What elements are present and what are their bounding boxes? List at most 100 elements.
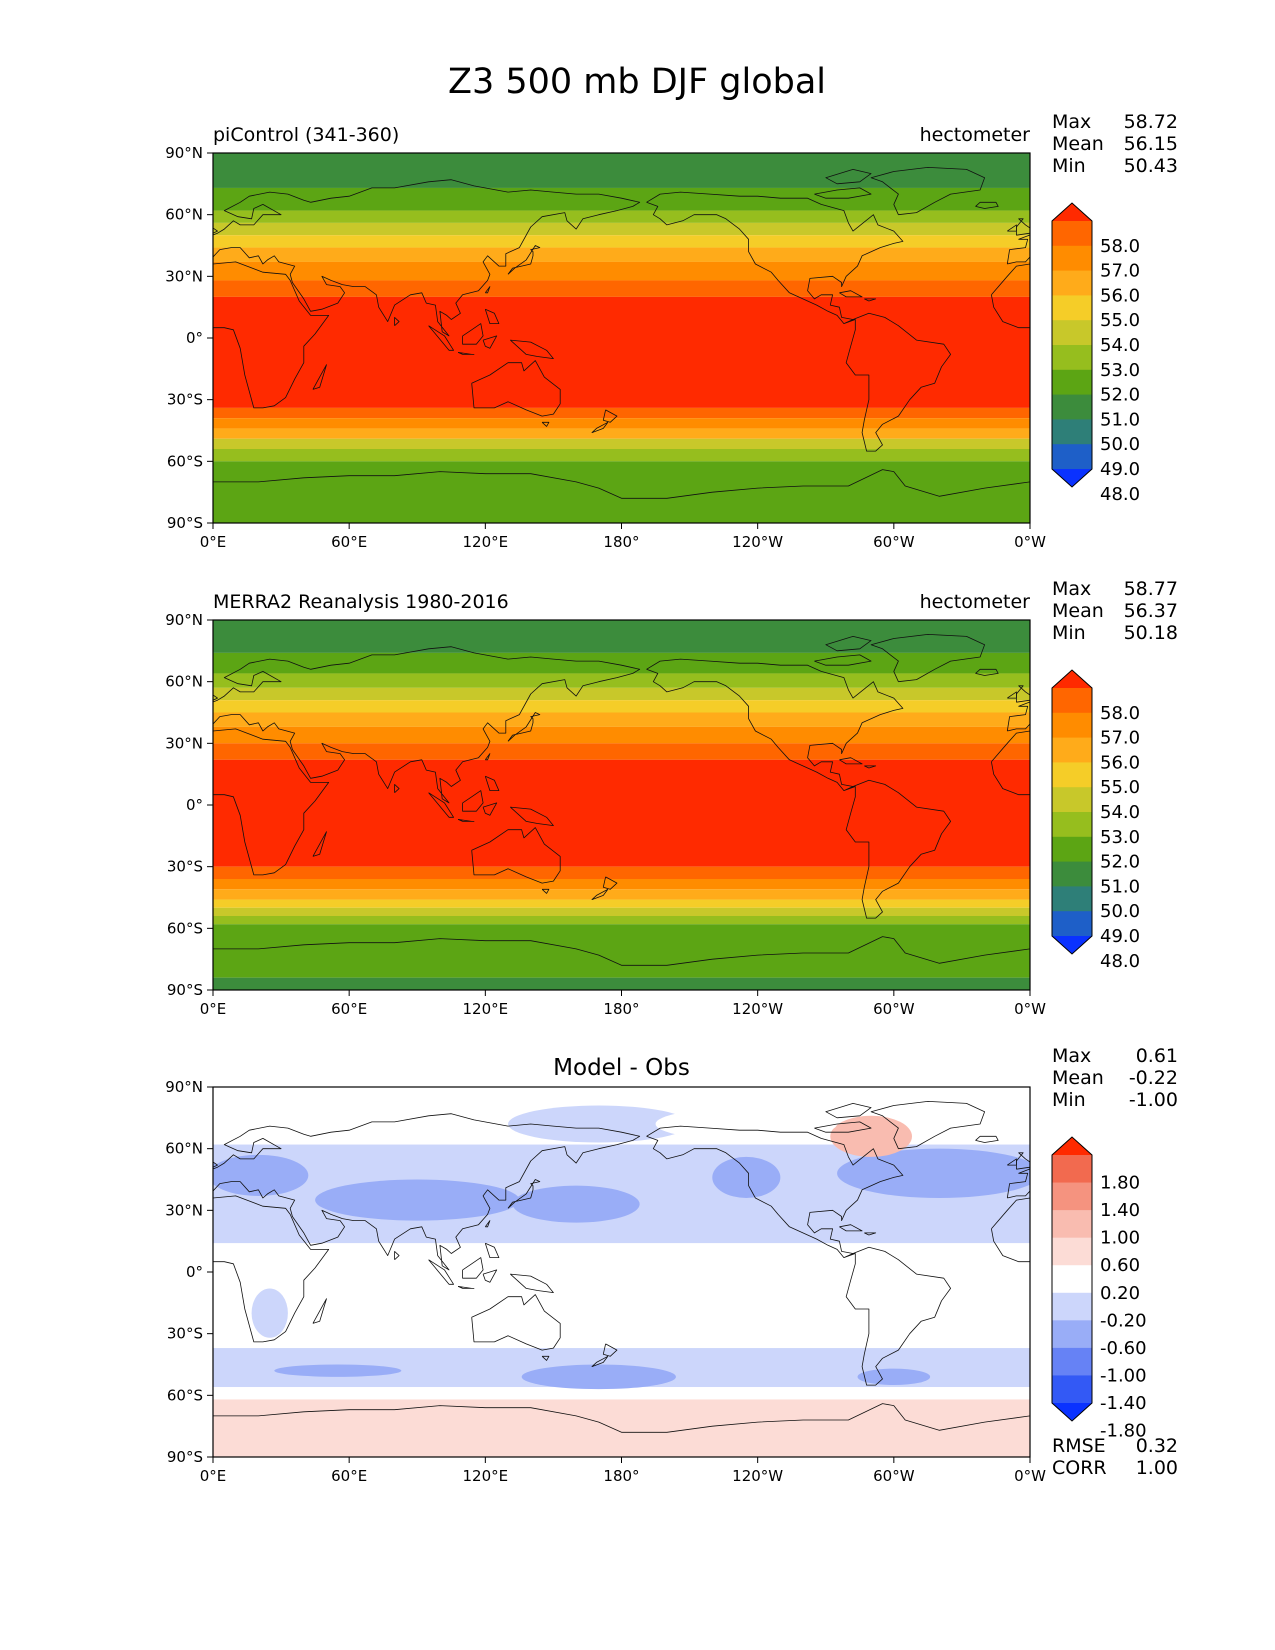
coastline <box>507 245 541 275</box>
colorbar-tick-label: 52.0 <box>1100 852 1140 873</box>
colorbar-extend-top <box>1052 670 1092 688</box>
coastline <box>54 634 168 681</box>
colorbar-tick-label: 53.0 <box>1100 360 1140 381</box>
lat-tick-label: 60°S <box>167 452 203 470</box>
field-band-10 <box>213 879 1030 890</box>
metrics-diff: RMSE 0.32 CORR 1.00 <box>1052 1435 1178 1479</box>
field-band-3 <box>213 1243 1030 1349</box>
coastline <box>591 888 609 900</box>
field-band-0 <box>213 620 1030 653</box>
coastline <box>825 169 872 185</box>
stat-value: 58.72 <box>1124 111 1178 133</box>
coastline <box>213 227 218 234</box>
coastline <box>507 1179 541 1209</box>
field-anomaly-10 <box>857 1368 931 1386</box>
field-band-13 <box>213 449 1030 462</box>
lat-tick-label: 30°N <box>165 267 203 285</box>
coastline <box>213 179 641 337</box>
field-band-4 <box>213 235 1030 248</box>
stat-value: 50.18 <box>1124 622 1178 644</box>
coastline <box>22 1225 45 1231</box>
coastline <box>213 1195 330 1343</box>
coastlines-diff <box>22 1101 1030 1433</box>
axis-ticks-test: 90°N 60°N 30°N 0° 30°S 60°S 90°S0°E 60°E 120°E 18… <box>165 144 1046 551</box>
panel-center-label-diff: Model - Obs <box>553 1055 690 1081</box>
coastline <box>213 728 330 876</box>
coastline <box>22 291 45 297</box>
colorbar-tick-label: 55.0 <box>1100 310 1140 331</box>
field-band-8 <box>213 296 1030 408</box>
coastline <box>1016 218 1030 236</box>
coastline <box>190 692 199 698</box>
stat-label: Max <box>1052 578 1091 600</box>
colorbar-segment <box>1052 712 1092 739</box>
coastline <box>482 1269 498 1283</box>
field-band-0 <box>213 153 1030 188</box>
coastline <box>870 167 985 216</box>
coastline <box>1007 1158 1017 1166</box>
lat-tick-label: 60°S <box>167 1386 203 1404</box>
lat-tick-label: 60°N <box>165 1140 203 1158</box>
coastline <box>484 1220 491 1228</box>
coastline <box>1006 1168 1030 1199</box>
coastline <box>1246 793 1271 818</box>
lat-tick-label: 30°N <box>165 734 203 752</box>
colorbar-segment <box>1052 911 1092 937</box>
coastline <box>9 169 54 183</box>
coastline <box>602 409 618 423</box>
stat-label: Min <box>1052 1089 1086 1111</box>
coastline <box>1016 1152 1030 1170</box>
field-band-1 <box>213 187 1030 211</box>
coastline <box>213 1403 1030 1433</box>
colorbar-extend-bottom <box>1052 936 1092 954</box>
coastline <box>213 948 214 950</box>
metric-label: RMSE <box>1052 1435 1106 1457</box>
field-band-9 <box>213 407 1030 419</box>
coastline <box>22 758 45 764</box>
coastline <box>54 1101 168 1148</box>
coastline <box>839 1224 863 1232</box>
field-band-8 <box>213 759 1030 867</box>
colorbar-tick-label: 55.0 <box>1100 777 1140 798</box>
coastline <box>54 167 168 214</box>
panel-diff: 90°N 60°N 30°N 0° 30°S 60°S 90°S0°E 60°E 120°E 18… <box>22 1045 1178 1485</box>
coastline <box>870 634 985 683</box>
field-band-16 <box>213 977 1030 990</box>
coastline <box>646 1125 951 1386</box>
lon-tick-label: 120°W <box>732 1000 783 1018</box>
colorbar-segment <box>1052 1347 1092 1376</box>
colorbar-tick-label: 50.0 <box>1100 901 1140 922</box>
field-band-4 <box>213 700 1030 713</box>
coastline <box>825 1103 872 1119</box>
field-band-9 <box>213 866 1030 879</box>
field-band-5 <box>213 712 1030 727</box>
stat-label: Max <box>1052 1045 1091 1067</box>
lon-tick-label: 0°W <box>1014 533 1046 551</box>
lat-tick-label: 30°S <box>167 391 203 409</box>
stats-test: Max 58.72 Mean 56.15 Min 50.43 <box>1052 111 1178 177</box>
coastline <box>0 659 134 918</box>
lon-tick-label: 60°W <box>873 1000 915 1018</box>
coastline <box>602 1343 618 1357</box>
colorbar-segment <box>1052 787 1092 813</box>
field-band-11 <box>213 428 1030 439</box>
coastline <box>190 225 199 231</box>
stat-value: 50.43 <box>1124 155 1178 177</box>
lon-tick-label: 120°W <box>732 533 783 551</box>
lon-tick-label: 120°W <box>732 1467 783 1485</box>
coastline <box>213 1415 214 1417</box>
coastline <box>462 323 484 345</box>
field-band-6 <box>213 726 1030 744</box>
stat-value: 56.37 <box>1124 600 1178 622</box>
coastline <box>510 1273 554 1293</box>
colorbar-tick-label: -1.40 <box>1100 1393 1147 1414</box>
field-band-5 <box>213 247 1030 262</box>
coastline <box>839 757 863 765</box>
field-anomaly-9 <box>521 1364 676 1390</box>
lat-tick-label: 90°N <box>165 144 203 162</box>
colorbar-segment <box>1052 221 1092 247</box>
coastline <box>591 1355 609 1367</box>
colorbar-tick-label: 1.00 <box>1100 1228 1140 1249</box>
coastline <box>864 1232 877 1236</box>
colorbar-segment <box>1052 861 1092 887</box>
